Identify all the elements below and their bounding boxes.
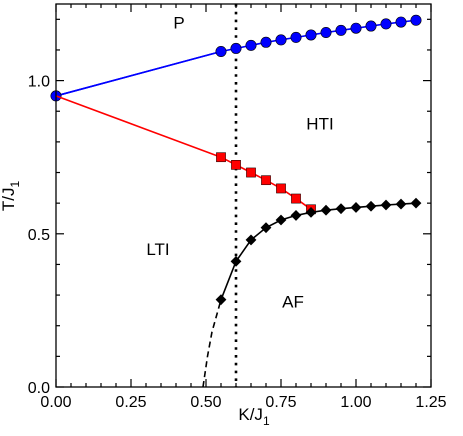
data-point-diamond bbox=[245, 234, 257, 246]
y-axis-label: T/J1 bbox=[0, 181, 22, 212]
y-tick-label: 0.0 bbox=[28, 380, 50, 397]
plot-content: P HTI LTI AF bbox=[50, 4, 422, 388]
region-label-p: P bbox=[173, 14, 184, 33]
data-point-diamond bbox=[215, 294, 227, 306]
x-axis-label-sub: 1 bbox=[263, 414, 270, 428]
data-point-diamond bbox=[230, 255, 242, 267]
x-tick-label: 0.00 bbox=[40, 394, 71, 411]
data-point-square bbox=[276, 183, 286, 194]
data-point-circle bbox=[215, 45, 227, 57]
data-point-circle bbox=[380, 18, 392, 30]
series-diamond-line bbox=[220, 202, 417, 300]
x-tick-label: 1.00 bbox=[340, 394, 371, 411]
data-point-square bbox=[246, 167, 256, 178]
data-point-circle bbox=[410, 14, 422, 26]
x-tick-label: 0.75 bbox=[265, 394, 296, 411]
data-point-diamond bbox=[320, 204, 332, 216]
x-tick-label: 0.50 bbox=[190, 394, 221, 411]
series-diamond-dashed-line bbox=[202, 299, 222, 388]
y-tick-label: 1.0 bbox=[28, 74, 50, 91]
y-tick-label: 0.5 bbox=[28, 227, 50, 244]
data-point-square bbox=[216, 152, 226, 163]
data-point-diamond bbox=[290, 210, 302, 221]
data-point-diamond bbox=[410, 197, 422, 209]
data-point-circle bbox=[305, 29, 317, 41]
x-tick-label: 1.25 bbox=[415, 394, 446, 411]
plot-frame bbox=[55, 3, 432, 388]
x-tick-label: 0.25 bbox=[115, 394, 146, 411]
x-axis-label: K/J1 bbox=[238, 405, 270, 428]
data-point-diamond bbox=[275, 214, 287, 226]
data-point-square bbox=[291, 193, 301, 204]
data-point-circle bbox=[230, 42, 242, 54]
data-point-diamond bbox=[365, 200, 377, 212]
region-label-af: AF bbox=[282, 292, 304, 311]
data-point-diamond bbox=[380, 199, 392, 211]
region-label-lti: LTI bbox=[146, 240, 169, 259]
data-point-circle bbox=[395, 16, 407, 28]
region-label-hti: HTI bbox=[306, 115, 333, 134]
series-square-line-segment bbox=[55, 95, 222, 158]
axes-ticks: 0.00 0.25 0.50 0.75 1.00 1.25 0.0 0.5 1.0 bbox=[28, 4, 447, 411]
data-point-diamond bbox=[395, 198, 407, 210]
data-point-circle bbox=[335, 24, 347, 36]
data-point-circle bbox=[275, 34, 287, 46]
data-point-square bbox=[261, 175, 271, 186]
data-point-diamond bbox=[260, 222, 272, 234]
data-point-diamond bbox=[350, 202, 362, 213]
data-point-square bbox=[231, 160, 241, 170]
data-point-circle bbox=[290, 31, 302, 43]
data-point-circle bbox=[245, 39, 257, 51]
data-point-diamond bbox=[305, 206, 317, 218]
data-point-circle bbox=[365, 20, 377, 32]
data-point-circle bbox=[350, 22, 362, 34]
data-point-diamond bbox=[335, 203, 347, 215]
data-point-circle bbox=[320, 26, 332, 38]
data-point-circle bbox=[260, 36, 272, 48]
y-axis-label-sub: 1 bbox=[8, 181, 22, 188]
